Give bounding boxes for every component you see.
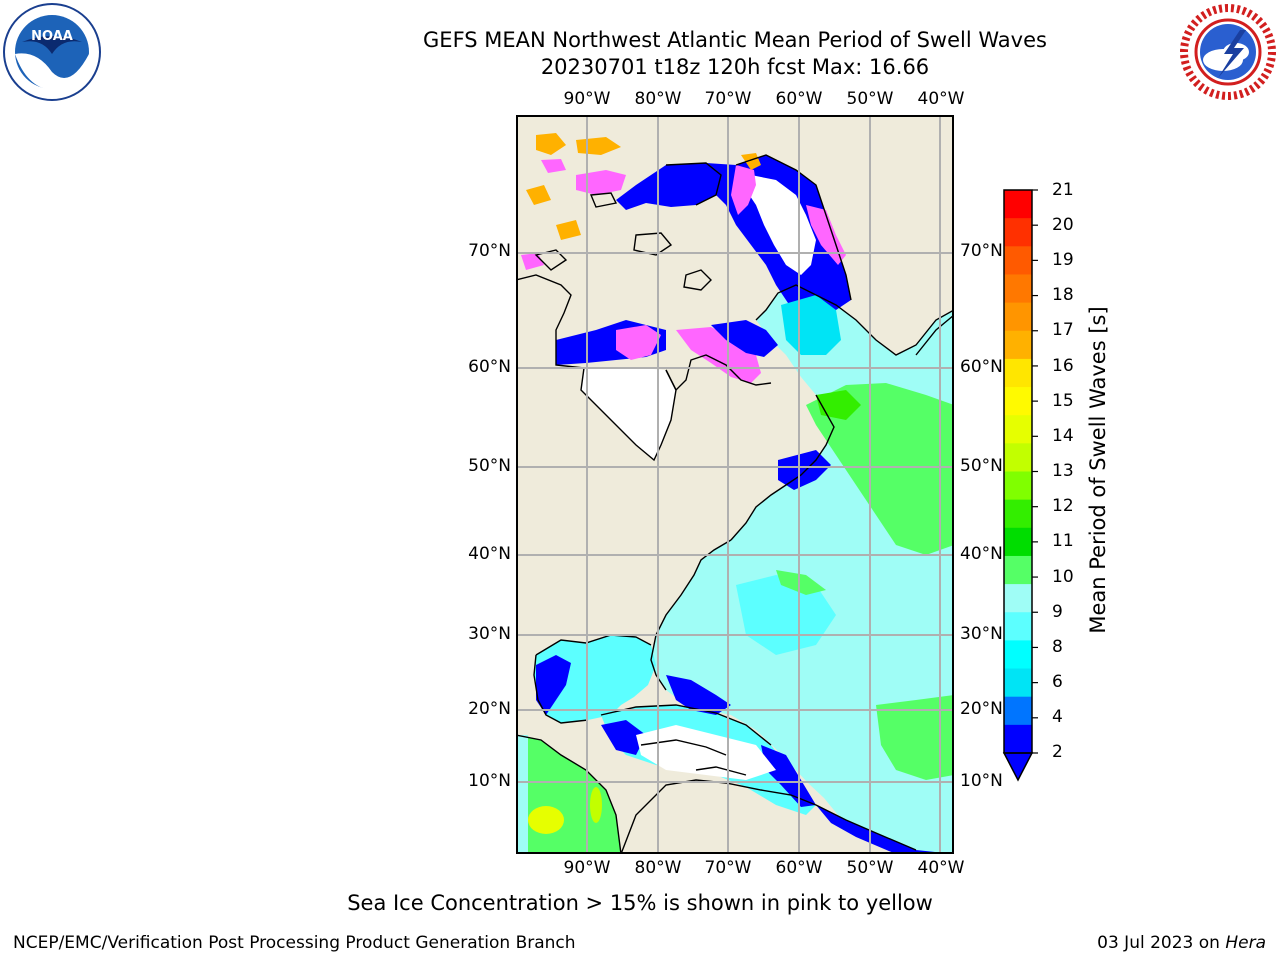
colorbar-tick-label: 10 [1052,567,1074,587]
colorbar-segment [1004,274,1032,304]
lat-label-right: 70°N [960,241,1003,261]
lat-label-right: 40°N [960,544,1003,564]
colorbar-segment [1004,527,1032,557]
gridlines [516,115,954,854]
colorbar-tick-label: 16 [1052,356,1074,376]
colorbar-tick-label: 20 [1052,215,1074,235]
footer-host: Hera [1225,933,1266,953]
noaa-logo-icon: NOAA [3,3,101,101]
colorbar-segment [1004,358,1032,388]
lat-label-left: 70°N [468,241,511,261]
footer-date: 03 Jul 2023 on [1097,933,1226,953]
colorbar-segment [1004,246,1032,275]
lat-label-right: 30°N [960,624,1003,644]
footer-right: 03 Jul 2023 on Hera [1097,933,1266,953]
noaa-logo-text: NOAA [31,29,73,44]
colorbar-tick-label: 6 [1052,672,1063,692]
colorbar-tick-label: 4 [1052,707,1063,727]
lat-label-left: 20°N [468,699,511,719]
nws-logo-icon [1180,4,1276,100]
lat-label-left: 40°N [468,544,511,564]
lat-label-right: 20°N [960,699,1003,719]
colorbar-tick-label: 19 [1052,250,1074,270]
chart-title-line2: 20230701 t18z 120h fcst Max: 16.66 [540,55,930,79]
colorbar-tick-label: 2 [1052,742,1063,762]
ocean-gulf [534,635,656,723]
lon-label-top: 40°W [917,89,965,109]
lon-label-top: 60°W [775,89,823,109]
lon-label-bottom: 80°W [634,858,682,878]
lon-label-bottom: 60°W [775,858,823,878]
colorbar-segment [1004,415,1032,444]
lon-label-bottom: 50°W [846,858,894,878]
lon-label-top: 90°W [563,89,611,109]
lon-label-bottom: 40°W [917,858,965,878]
colorbar-tick-label: 11 [1052,531,1074,551]
map-panel [516,115,954,854]
colorbar-segment [1004,471,1032,501]
lat-label-left: 10°N [468,771,511,791]
colorbar-segment [1004,499,1032,529]
colorbar-segment [1004,555,1032,585]
colorbar-segment [1004,668,1032,698]
colorbar-tick-label: 15 [1052,391,1074,411]
colorbar-segment [1004,724,1032,754]
colorbar-segment [1004,302,1032,332]
colorbar-tick-label: 21 [1052,180,1074,200]
lat-label-right: 10°N [960,771,1003,791]
lon-label-top: 50°W [846,89,894,109]
colorbar-segment [1004,387,1032,416]
colorbar-segment [1004,190,1032,219]
lat-label-right: 60°N [960,357,1003,377]
footer-left: NCEP/EMC/Verification Post Processing Pr… [13,933,576,953]
lon-label-top: 80°W [634,89,682,109]
lat-label-right: 50°N [960,456,1003,476]
colorbar-tick-label: 12 [1052,496,1074,516]
colorbar-tick-label: 14 [1052,426,1074,446]
colorbar-title: Mean Period of Swell Waves [s] [1086,306,1110,634]
colorbar-segment [1004,443,1032,472]
lon-label-bottom: 70°W [704,858,752,878]
hudson-bay [581,367,676,460]
colorbar-segment [1004,584,1032,613]
colorbar-segment [1004,640,1032,670]
colorbar-tick-label: 13 [1052,461,1074,481]
colorbar-segment [1004,330,1032,360]
lat-label-left: 60°N [468,357,511,377]
colorbar-segment [1004,612,1032,641]
colorbar-tick-label: 9 [1052,602,1063,622]
colorbar-tick-label: 8 [1052,637,1063,657]
colorbar-segment [1004,696,1032,726]
lat-label-left: 50°N [468,456,511,476]
colorbar-extend-triangle [1002,752,1034,782]
colorbar [1002,189,1038,782]
lat-label-left: 30°N [468,624,511,644]
colorbar-segment [1004,218,1032,247]
colorbar-tick-label: 17 [1052,320,1074,340]
lon-label-bottom: 90°W [563,858,611,878]
sea-ice-note: Sea Ice Concentration > 15% is shown in … [347,891,933,915]
colorbar-tick-label: 18 [1052,285,1074,305]
lon-label-top: 70°W [704,89,752,109]
chart-title-line1: GEFS MEAN Northwest Atlantic Mean Period… [423,28,1047,52]
